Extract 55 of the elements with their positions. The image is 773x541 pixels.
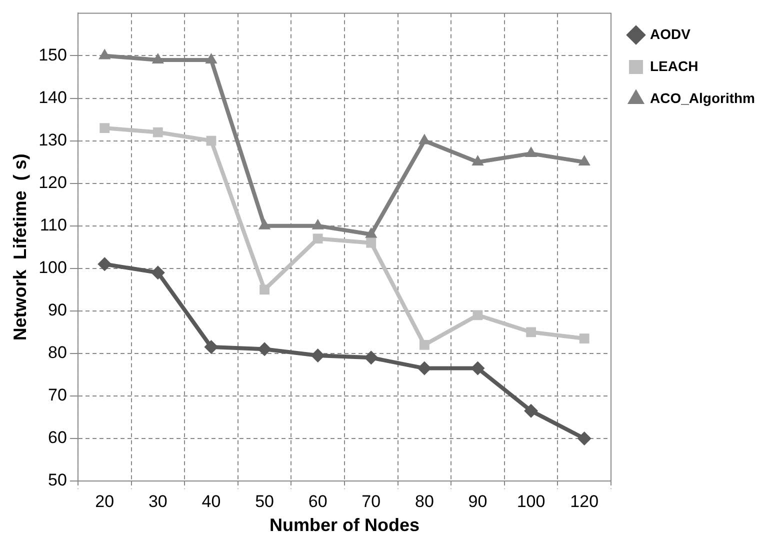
legend-label: ACO_Algorithm bbox=[650, 90, 755, 106]
y-tick-label: 80 bbox=[48, 343, 67, 362]
point bbox=[152, 52, 164, 64]
point bbox=[366, 238, 376, 248]
point bbox=[258, 342, 272, 356]
x-tick-label: 80 bbox=[414, 492, 434, 511]
point bbox=[98, 48, 111, 60]
legend-label: LEACH bbox=[650, 58, 698, 74]
point bbox=[577, 431, 592, 446]
point bbox=[524, 404, 538, 418]
legend-label: AODV bbox=[650, 26, 692, 42]
point bbox=[150, 266, 165, 280]
point bbox=[417, 361, 432, 376]
x-tick-label: 100 bbox=[516, 492, 546, 511]
x-tick-label: 90 bbox=[468, 492, 488, 511]
point bbox=[526, 327, 536, 338]
point bbox=[578, 155, 590, 166]
x-tick-label: 30 bbox=[148, 492, 168, 511]
y-tick-label: 60 bbox=[48, 428, 67, 448]
point bbox=[100, 123, 110, 133]
point bbox=[364, 350, 378, 365]
y-tick-label: 150 bbox=[38, 45, 67, 64]
x-tick-label: 40 bbox=[202, 492, 221, 511]
point bbox=[98, 257, 112, 272]
x-tick-label: 120 bbox=[570, 492, 599, 511]
x-axis-title: Number of Nodes bbox=[269, 515, 420, 536]
point bbox=[312, 234, 323, 244]
point bbox=[472, 310, 483, 320]
point bbox=[260, 284, 270, 295]
y-tick-label: 70 bbox=[48, 386, 67, 405]
point bbox=[419, 340, 430, 350]
y-axis-title: Network Lifetime ( s) bbox=[10, 154, 30, 341]
point bbox=[312, 218, 324, 230]
point bbox=[365, 227, 378, 238]
point bbox=[472, 155, 484, 166]
point bbox=[524, 146, 538, 158]
point bbox=[205, 52, 218, 64]
point bbox=[579, 334, 590, 344]
point bbox=[258, 218, 271, 230]
x-tick-label: 50 bbox=[255, 492, 274, 511]
x-tick-label: 20 bbox=[95, 492, 114, 511]
point bbox=[310, 348, 325, 363]
y-tick-label: 110 bbox=[40, 216, 67, 235]
x-tick-label: 60 bbox=[308, 492, 328, 511]
y-tick-label: 140 bbox=[38, 88, 67, 107]
x-tick-label: 70 bbox=[362, 492, 381, 511]
point bbox=[206, 136, 216, 146]
y-tick-label: 120 bbox=[38, 172, 67, 192]
y-tick-label: 90 bbox=[48, 300, 67, 320]
y-tick-label: 130 bbox=[38, 130, 67, 150]
point bbox=[152, 127, 163, 138]
point bbox=[204, 340, 218, 354]
point bbox=[470, 361, 485, 376]
y-tick-label: 100 bbox=[38, 258, 67, 278]
y-tick-label: 50 bbox=[48, 470, 67, 490]
